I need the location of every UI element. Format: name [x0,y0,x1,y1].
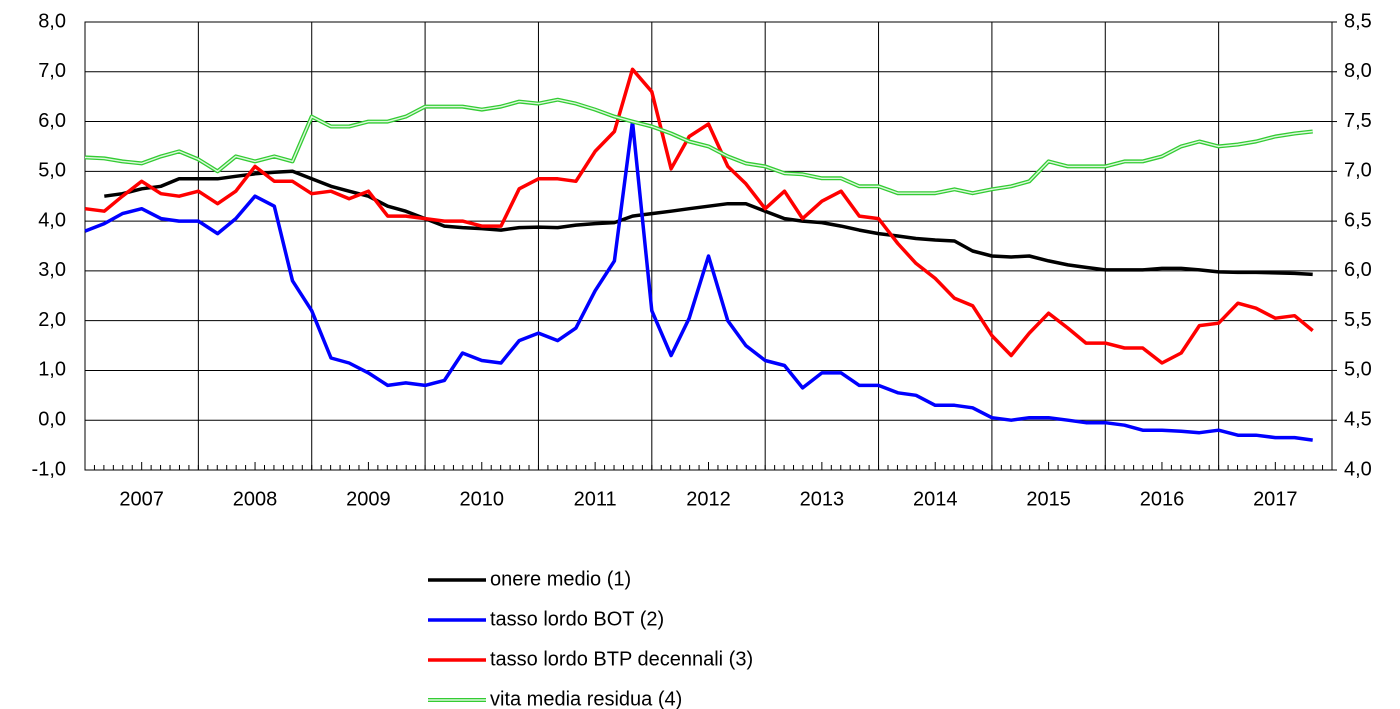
series-line [104,169,1313,277]
x-tick-label: 2009 [346,488,391,510]
x-tick-label: 2013 [800,488,845,510]
legend-label: onere medio (1) [490,568,631,590]
y2-tick-label: 7,5 [1344,110,1372,132]
y2-tick-label: 8,0 [1344,60,1372,82]
y-tick-label: 4,0 [38,209,66,231]
y2-tick-label: 4,5 [1344,409,1372,431]
y2-tick-label: 7,0 [1344,160,1372,182]
y-tick-label: 6,0 [38,110,66,132]
y-tick-label: 7,0 [38,60,66,82]
legend-label: tasso lordo BOT (2) [490,608,664,630]
y-tick-label: 0,0 [38,409,66,431]
y2-tick-label: 5,5 [1344,309,1372,331]
series-line-center [84,98,1313,194]
y2-tick-label: 6,0 [1344,259,1372,281]
y-tick-label: 3,0 [38,259,66,281]
y-tick-label: 8,0 [38,10,66,32]
y-tick-label: 1,0 [38,359,66,381]
y-tick-label: 5,0 [38,160,66,182]
y2-tick-label: 5,0 [1344,359,1372,381]
x-tick-label: 2014 [913,488,958,510]
legend-label: tasso lordo BTP decennali (3) [490,648,753,670]
series-line [84,67,1314,365]
y-tick-label: -1,0 [32,458,66,480]
x-tick-label: 2008 [233,488,278,510]
x-tick-label: 2015 [1026,488,1071,510]
y2-tick-label: 8,5 [1344,10,1372,32]
legend-label: vita media residua (4) [490,688,682,709]
x-tick-label: 2012 [686,488,731,510]
plot-frame [84,21,1333,471]
y-tick-label: 2,0 [38,309,66,331]
x-tick-label: 2010 [460,488,505,510]
x-tick-label: 2016 [1140,488,1185,510]
series-line [84,119,1313,442]
x-tick-label: 2011 [574,488,617,510]
y2-tick-label: 6,5 [1344,209,1372,231]
x-tick-label: 2017 [1253,488,1298,510]
x-tick-label: 2007 [119,488,164,510]
y2-tick-label: 4,0 [1344,458,1372,480]
